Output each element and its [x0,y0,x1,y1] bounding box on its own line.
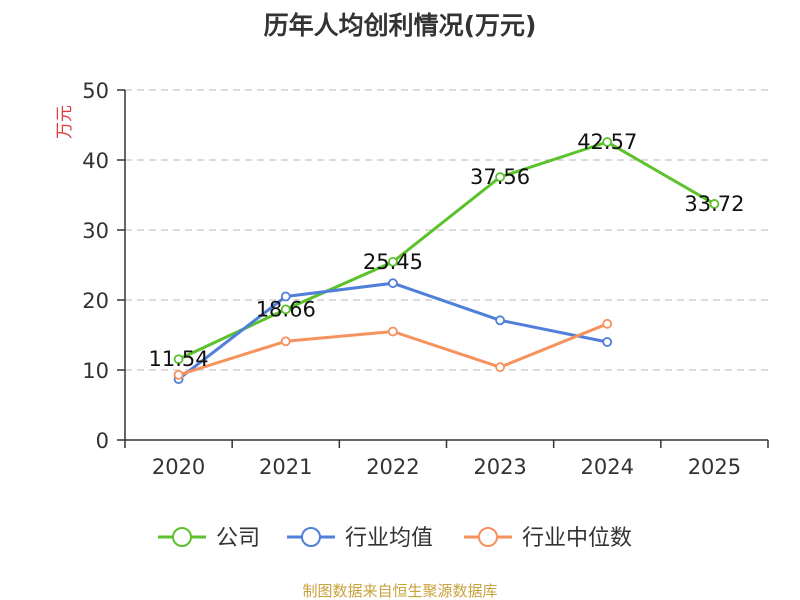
x-tick-label: 2024 [581,455,634,479]
y-tick-label: 40 [82,149,109,173]
data-point [495,315,505,326]
y-tick-label: 20 [82,289,109,313]
data-point [602,337,613,347]
legend-label: 行业均值 [345,526,433,551]
legend-item[interactable]: 行业中位数 [464,526,632,551]
x-tick-labels: 2020 2021 2022 2023 2024 2025 [152,455,741,479]
x-tick-label: 2020 [152,455,205,479]
data-point [495,172,505,182]
data-label: 33.72 [684,192,744,216]
data-point [602,318,613,329]
data-point [173,354,184,365]
data-point [280,336,291,347]
data-point [280,291,291,302]
grid-lines [125,89,768,371]
data-point [495,362,505,373]
x-tick-label: 2021 [259,455,312,479]
data-point [709,199,720,209]
data-label: 25.45 [363,250,423,274]
series-line-0 [177,140,716,361]
x-tick-label: 2022 [366,455,419,479]
data-label: 18.66 [256,297,316,321]
y-tick-label: 50 [82,79,109,103]
legend-label: 公司 [216,526,260,551]
legend-item[interactable]: 行业均值 [287,526,433,551]
data-point [388,278,398,289]
data-point [388,326,398,337]
y-tick-label: 0 [96,429,109,453]
legend-swatch-marker [172,527,192,547]
chart-title: 历年人均创利情况(万元) [264,11,537,40]
y-axis-label: 万元 [55,105,75,139]
data-point [173,369,184,380]
x-tick-label: 2025 [688,455,741,479]
y-tick-label: 30 [82,219,109,243]
data-label: 11.54 [149,347,209,371]
legend-label: 行业中位数 [522,526,632,551]
data-point [388,256,398,267]
y-tick-labels: 0 10 20 30 40 50 [82,79,109,453]
legend: 公司 行业均值 行业中位数 [158,526,632,551]
x-tick-label: 2023 [473,455,526,479]
data-point [280,304,291,315]
legend-item[interactable]: 公司 [158,526,260,551]
data-label: 42.57 [577,130,637,154]
data-labels: 11.54 18.66 25.45 37.56 42.57 33.72 [149,130,745,371]
data-label: 37.56 [470,165,530,189]
y-tick-label: 10 [82,359,109,383]
axes [117,89,769,448]
series-layer [173,137,720,385]
data-point [602,137,613,147]
source-note: 制图数据来自恒生聚源数据库 [302,582,497,600]
legend-swatch-marker [301,527,321,547]
legend-swatch-marker [478,527,498,547]
